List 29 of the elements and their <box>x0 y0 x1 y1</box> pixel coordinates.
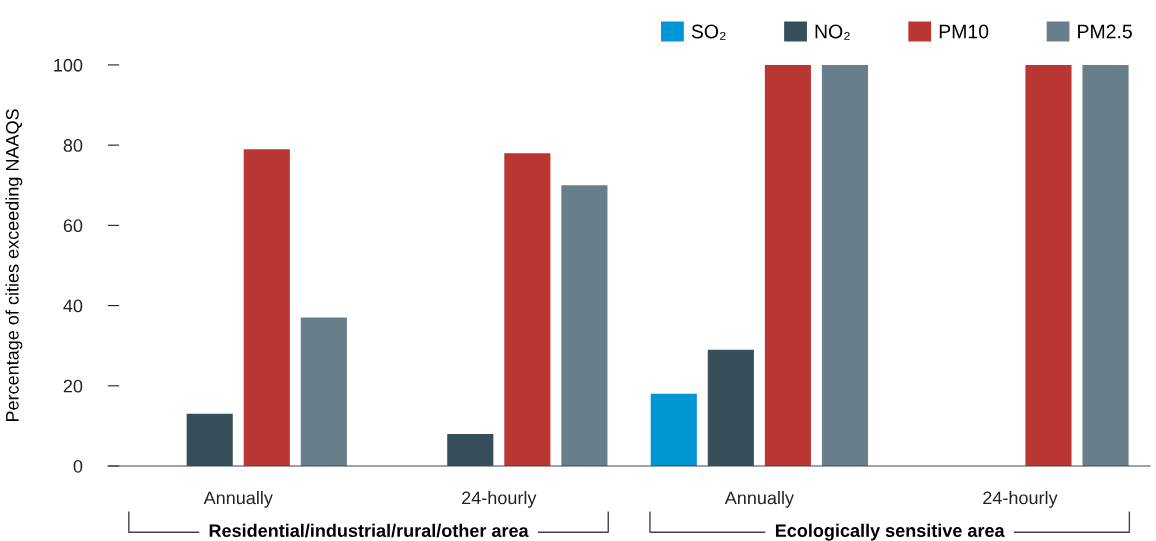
bar <box>1082 64 1129 467</box>
bar <box>300 317 347 467</box>
bar <box>1025 64 1072 467</box>
y-tick-label: 40 <box>63 299 83 313</box>
x-tick-label: Annually <box>724 491 794 508</box>
x-tick-label: 24-hourly <box>983 491 1058 508</box>
bar <box>764 64 811 467</box>
bar <box>650 393 697 467</box>
bar <box>707 349 754 467</box>
y-tick-label: 20 <box>63 379 83 393</box>
x-tick-label: 24-hourly <box>462 491 537 508</box>
y-tick-label: 0 <box>73 459 83 473</box>
legend-label: SO₂ <box>691 24 726 40</box>
bar <box>186 413 233 467</box>
y-tick-label: 80 <box>63 139 83 152</box>
y-tick-label: 100 <box>54 58 83 72</box>
bar <box>243 149 290 467</box>
bar <box>504 153 551 467</box>
legend-label: PM10 <box>939 24 989 39</box>
legend-label: NO₂ <box>815 24 850 40</box>
y-axis-title: Percentage of cities exceeding NAAQS <box>5 109 23 422</box>
text: Ecologically sensitive area <box>775 523 1005 541</box>
bar <box>821 64 869 467</box>
bar <box>561 185 608 467</box>
y-tick-label: 60 <box>63 219 83 233</box>
legend-label: PM2.5 <box>1078 24 1132 39</box>
bar <box>447 433 494 467</box>
text: Residential/industrial/rural/other area <box>209 523 529 538</box>
x-tick-label: Annually <box>203 491 273 508</box>
